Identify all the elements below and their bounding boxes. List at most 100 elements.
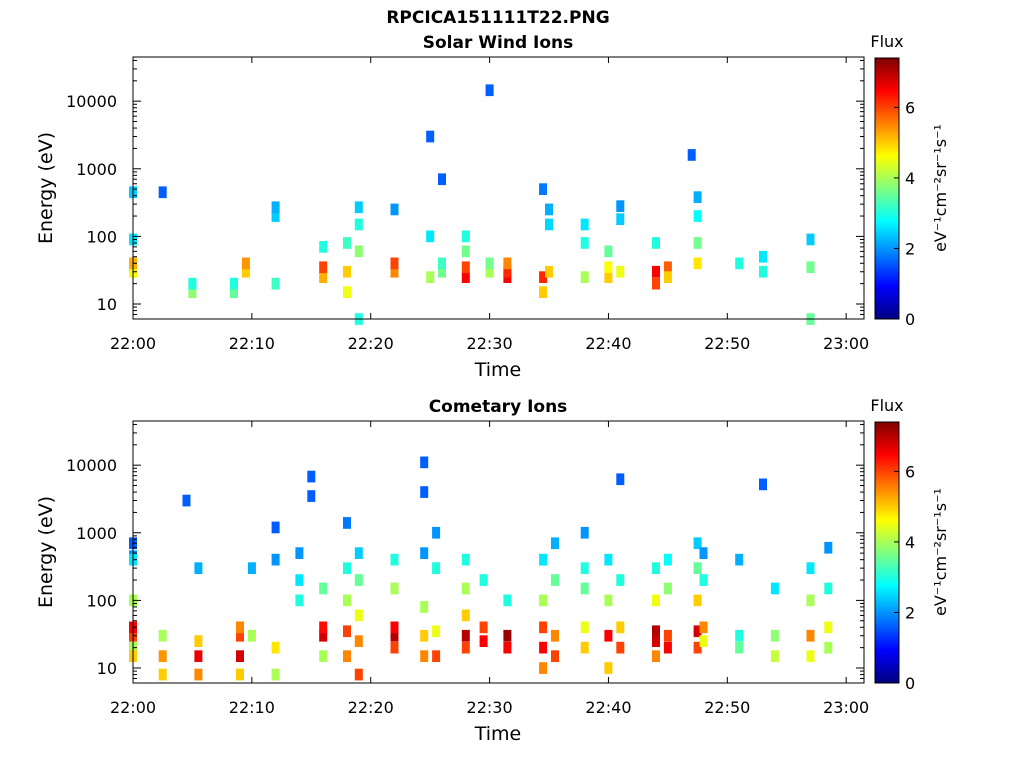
heatmap-cell	[319, 621, 328, 634]
heatmap-cell	[236, 668, 244, 681]
heatmap-cell	[539, 662, 548, 674]
heatmap-cell	[307, 490, 316, 502]
heatmap-cell	[616, 621, 625, 634]
heatmap-cell	[426, 130, 435, 143]
x-tick-label: 22:30	[467, 698, 513, 717]
heatmap-cell	[188, 277, 197, 290]
heatmap-cell	[735, 257, 744, 270]
heatmap-cell	[420, 456, 429, 469]
heatmap-cell	[319, 650, 328, 662]
heatmap-cell	[319, 271, 328, 283]
figure-filename: RPCICA151111T22.PNG	[386, 8, 609, 28]
x-tick-label: 23:00	[823, 334, 869, 353]
heatmap-cell	[390, 641, 399, 654]
heatmap-cell	[343, 286, 351, 298]
heatmap-cell	[693, 537, 702, 550]
heatmap-cell	[735, 641, 744, 654]
heatmap-cell	[759, 250, 767, 263]
axis-ticks: 22:00 22:10 22:20 22:30 22:40 22:50 23:00 10 100…	[66, 57, 869, 353]
heatmap-cell	[539, 621, 548, 634]
colorbar-tick-label: 6	[905, 98, 915, 117]
heatmap-cell	[343, 517, 351, 529]
heatmap-cell	[271, 668, 280, 681]
heatmap-cell	[580, 218, 589, 231]
heatmap-cell	[343, 237, 351, 249]
heatmap-cell	[319, 241, 328, 253]
heatmap-cell	[616, 473, 625, 486]
y-tick-label: 100	[86, 227, 117, 246]
heatmap-cell	[461, 230, 470, 243]
heatmap-cell	[759, 265, 767, 278]
heatmap-cell	[693, 625, 702, 638]
heatmap-cell	[354, 609, 363, 622]
heatmap-cell	[307, 470, 316, 483]
heatmap-cell	[551, 650, 559, 662]
heatmap-cell	[343, 625, 351, 638]
heatmap-cell	[432, 526, 441, 539]
heatmap-cell	[539, 183, 548, 195]
heatmap-cell	[461, 271, 470, 283]
heatmap-cell	[182, 494, 191, 507]
heatmap-cell	[616, 265, 625, 278]
heatmap-cell	[580, 526, 589, 539]
y-tick-label: 1000	[76, 160, 117, 179]
heatmap-cell	[503, 265, 512, 278]
heatmap-cell	[693, 210, 702, 222]
heatmap-cell	[158, 629, 167, 642]
heatmap-cell	[652, 625, 660, 638]
heatmap-cell	[247, 562, 256, 574]
heatmap-cell	[354, 218, 363, 231]
heatmap-cell	[241, 257, 250, 270]
heatmap-cell	[426, 271, 435, 283]
heatmap-cell	[580, 582, 589, 595]
colorbar-tick-label: 2	[905, 239, 915, 258]
heatmap-cell	[343, 265, 351, 278]
heatmap-cell	[390, 203, 399, 216]
heatmap-cell	[580, 641, 589, 654]
x-axis-label: Time	[474, 359, 522, 381]
heatmap-cell	[236, 621, 244, 634]
x-tick-label: 22:40	[585, 698, 631, 717]
heatmap-cell	[806, 629, 815, 642]
heatmap-cell	[354, 635, 363, 647]
heatmap-cell	[824, 541, 833, 554]
heatmap-cell	[319, 582, 328, 595]
heatmap-cell	[236, 650, 244, 662]
heatmap-cell	[295, 594, 304, 607]
heatmap-cell	[580, 271, 589, 283]
heatmap-cell	[390, 553, 399, 566]
heatmap-cell	[319, 629, 328, 642]
colorbar-unit-label: eV⁻¹cm⁻²sr⁻¹s⁻¹	[931, 124, 950, 252]
heatmap-cell	[271, 553, 280, 566]
heatmap-cell	[432, 650, 441, 662]
heatmap-cell	[652, 237, 660, 249]
colorbar-title: Flux	[870, 32, 903, 51]
heatmap-cell	[693, 237, 702, 249]
heatmap-cell	[539, 286, 548, 298]
heatmap-cell	[770, 629, 779, 642]
panel-title: Solar Wind Ions	[423, 33, 574, 53]
heatmap-cell	[616, 200, 625, 212]
y-tick-label: 1000	[76, 524, 117, 543]
heatmap-cell	[663, 271, 672, 283]
solar-wind-panel: Solar Wind Ions 22:00 22:10 22:20 22:30 22:4…	[35, 32, 950, 381]
heatmap-cell	[652, 562, 660, 574]
x-tick-label: 22:00	[110, 698, 156, 717]
heatmap-cell	[693, 594, 702, 607]
heatmap-cell	[432, 625, 441, 638]
colorbar-unit-label: eV⁻¹cm⁻²sr⁻¹s⁻¹	[931, 488, 950, 616]
heatmap-cell	[194, 650, 203, 662]
heatmap-cell	[735, 629, 744, 642]
heatmap-cells	[129, 456, 833, 681]
heatmap-cell	[194, 668, 203, 681]
y-tick-label: 100	[86, 591, 117, 610]
heatmap-cell	[539, 553, 548, 566]
colorbar-ticks: 0 2 4 6	[894, 98, 915, 329]
heatmap-cell	[551, 537, 559, 550]
colorbar-ticks: 0 2 4 6	[894, 462, 915, 693]
heatmap-cell	[652, 265, 660, 278]
heatmap-cell	[158, 668, 167, 681]
heatmap-cell	[824, 641, 833, 654]
x-tick-label: 22:00	[110, 334, 156, 353]
heatmap-cell	[545, 203, 553, 216]
